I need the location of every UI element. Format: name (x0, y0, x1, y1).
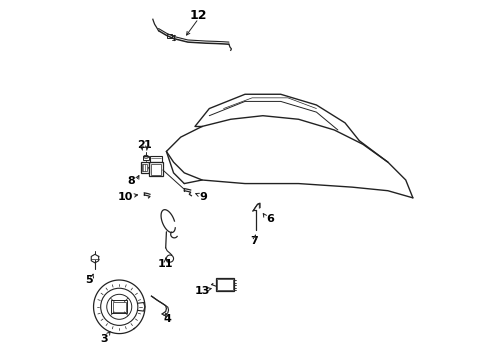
Text: 9: 9 (199, 192, 207, 202)
Bar (217, 279, 233, 290)
Bar (113, 302, 126, 312)
Text: 3: 3 (100, 334, 108, 344)
Text: 5: 5 (85, 275, 92, 285)
Text: 6: 6 (266, 214, 274, 224)
Bar (151, 163, 161, 175)
Text: 2: 2 (137, 140, 145, 150)
Bar (150, 156, 162, 162)
Bar (111, 300, 127, 313)
Bar (142, 163, 147, 171)
Text: 7: 7 (250, 236, 258, 246)
Bar (141, 162, 148, 173)
Text: 10: 10 (118, 192, 133, 202)
Bar (168, 34, 172, 38)
Text: 8: 8 (127, 176, 135, 186)
Text: 13: 13 (195, 286, 210, 296)
Bar (143, 156, 149, 160)
Text: 4: 4 (163, 314, 171, 324)
Bar (216, 278, 234, 292)
Text: 12: 12 (190, 9, 207, 22)
Text: 1: 1 (144, 140, 152, 150)
Text: 11: 11 (158, 259, 173, 269)
Bar (149, 162, 163, 176)
